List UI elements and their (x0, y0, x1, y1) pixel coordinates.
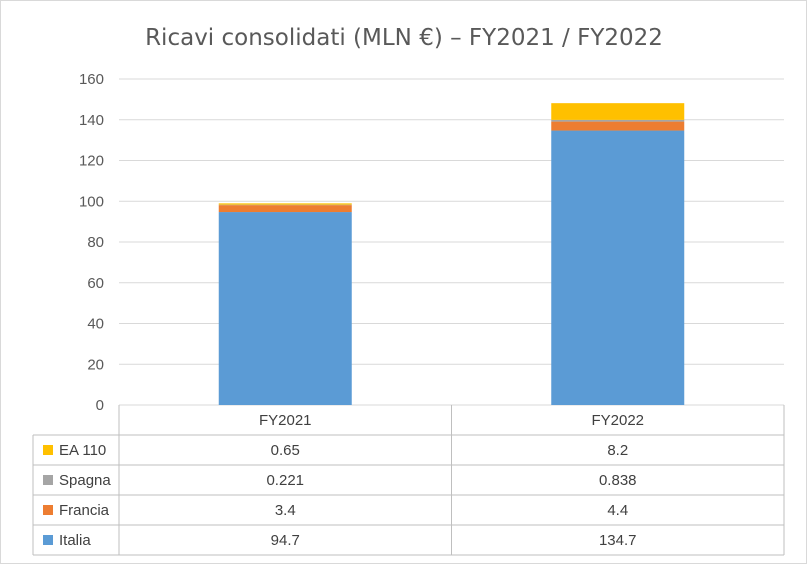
bar-segment-francia (219, 205, 352, 212)
bar-segment-ea-110 (551, 103, 684, 120)
data-cell: 0.838 (599, 472, 637, 489)
bars (219, 103, 685, 405)
y-tick-label: 80 (87, 234, 104, 251)
series-name: Spagna (59, 472, 111, 489)
bar-segment-italia (219, 212, 352, 405)
legend-key (43, 535, 53, 545)
y-tick-label: 60 (87, 275, 104, 292)
data-cell: 0.221 (266, 472, 304, 489)
y-tick-label: 20 (87, 356, 104, 373)
series-name: Italia (59, 532, 91, 549)
chart-title: Ricavi consolidati (MLN €) – FY2021 / FY… (145, 25, 663, 51)
series-name: EA 110 (59, 442, 106, 459)
legend-key (43, 505, 53, 515)
data-cell: 94.7 (271, 532, 300, 549)
bar-segment-spagna (551, 120, 684, 122)
data-cell: 0.65 (271, 442, 300, 459)
data-cell: 3.4 (275, 502, 296, 519)
bar-segment-italia (551, 131, 684, 405)
category-label: FY2021 (259, 412, 312, 429)
y-axis-ticks: 0 20 40 60 80 100 120 140 160 (79, 71, 104, 414)
y-tick-label: 120 (79, 153, 104, 170)
data-cell: 134.7 (599, 532, 637, 549)
y-tick-label: 40 (87, 316, 104, 333)
legend-key (43, 475, 53, 485)
category-label: FY2022 (591, 412, 644, 429)
bar-segment-francia (551, 122, 684, 131)
data-cell: 4.4 (607, 502, 628, 519)
y-tick-label: 0 (96, 397, 104, 414)
series-name: Francia (59, 502, 110, 519)
data-table: FY2021 FY2022 EA 110 0.65 8.2 Spagna 0.221 0.83… (33, 405, 784, 555)
data-cell: 8.2 (607, 442, 628, 459)
y-tick-label: 160 (79, 71, 104, 88)
y-tick-label: 140 (79, 112, 104, 129)
y-tick-label: 100 (79, 193, 104, 210)
legend-key (43, 445, 53, 455)
bar-segment-ea-110 (219, 203, 352, 204)
